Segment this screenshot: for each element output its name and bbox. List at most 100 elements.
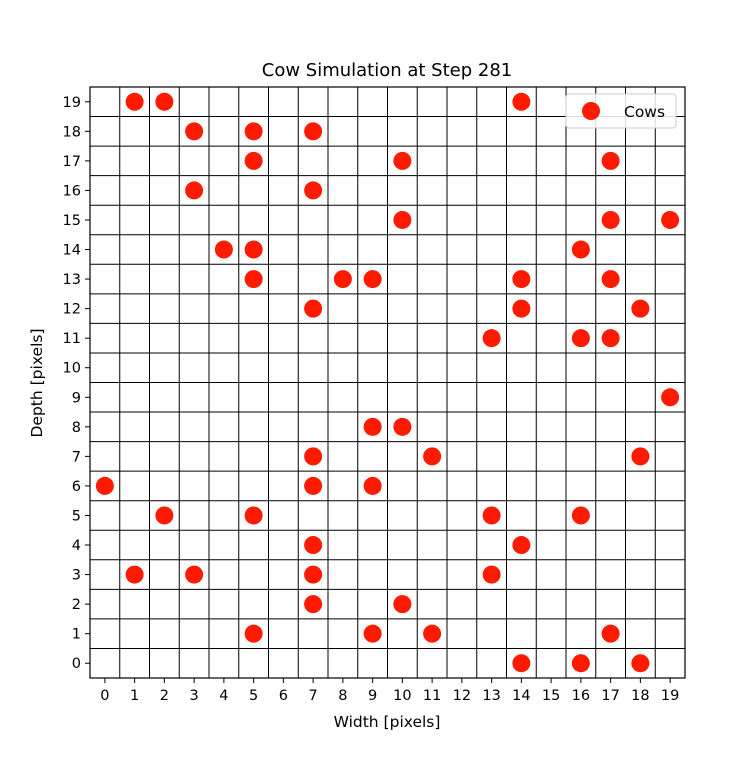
cow-point [482,506,501,525]
cow-point [482,329,501,348]
x-tick-label: 17 [601,688,619,704]
y-tick-label: 15 [63,213,81,229]
cow-point [155,92,174,111]
plot-frame [89,86,686,679]
y-tick-label: 16 [63,183,81,199]
x-tick-label: 6 [279,688,288,704]
cow-point [601,329,620,348]
cow-point [601,270,620,289]
x-tick-label: 5 [249,688,258,704]
y-tick-label: 5 [72,508,81,524]
x-tick-label: 9 [368,688,377,704]
cow-point [512,92,531,111]
cow-point [571,506,590,525]
y-tick-label: 3 [72,568,81,584]
cow-point [214,240,233,259]
legend-label-cows: Cows [624,103,665,121]
cow-point [631,654,650,673]
y-tick-label: 10 [63,361,81,377]
cow-point [185,565,204,584]
cow-point [304,181,323,200]
cow-point [631,447,650,466]
cow-point [304,595,323,614]
cow-point [631,299,650,318]
x-tick-label: 11 [423,688,441,704]
cow-point [244,122,263,141]
y-tick-label: 1 [72,627,81,643]
y-tick-label: 18 [63,124,81,140]
cow-point [185,181,204,200]
cow-point [333,270,352,289]
x-tick-label: 0 [100,688,109,704]
cow-point [601,210,620,229]
cow-point [95,476,114,495]
y-tick-label: 9 [72,390,81,406]
cow-point [661,210,680,229]
legend: Cows [565,93,677,129]
cow-point [601,624,620,643]
cow-point [244,270,263,289]
cow-point [512,654,531,673]
cow-point [601,151,620,170]
y-tick-label: 2 [72,597,81,613]
y-tick-label: 11 [63,331,81,347]
x-tick-label: 7 [309,688,318,704]
cow-point [512,299,531,318]
x-tick-label: 15 [542,688,560,704]
cow-point [363,624,382,643]
cow-point [304,536,323,555]
y-tick-label: 4 [72,538,81,554]
cow-point [304,476,323,495]
cow-point [155,506,174,525]
cow-point [185,122,204,141]
chart-title: Cow Simulation at Step 281 [262,60,513,81]
x-tick-label: 2 [160,688,169,704]
x-tick-label: 18 [631,688,649,704]
x-tick-label: 10 [393,688,411,704]
cow-point [363,417,382,436]
cow-point [363,476,382,495]
cow-point [571,654,590,673]
legend-marker [582,102,600,120]
cow-point [661,388,680,407]
data-points [95,92,680,673]
x-tick-label: 12 [453,688,471,704]
y-tick-label: 17 [63,154,81,170]
cow-point [423,624,442,643]
cow-point [393,151,412,170]
x-tick-label: 14 [512,688,530,704]
cow-point [423,447,442,466]
x-tick-label: 19 [661,688,679,704]
cow-point [304,447,323,466]
y-tick-label: 13 [63,272,81,288]
cow-point [512,270,531,289]
cow-point [244,151,263,170]
x-tick-label: 3 [190,688,199,704]
cow-point [571,329,590,348]
cow-point [393,595,412,614]
y-tick-label: 8 [72,420,81,436]
y-tick-label: 7 [72,449,81,465]
cow-point [304,299,323,318]
y-axis-label: Depth [pixels] [28,329,46,438]
y-tick-label: 14 [63,243,81,259]
cow-point [482,565,501,584]
cow-point [244,240,263,259]
cow-point [304,565,323,584]
cow-point [304,122,323,141]
cow-point [363,270,382,289]
y-tick-label: 6 [72,479,81,495]
cow-point [512,536,531,555]
x-tick-label: 16 [572,688,590,704]
cow-point [393,417,412,436]
y-tick-label: 0 [72,656,81,672]
y-tick-label: 12 [63,302,81,318]
cow-point [571,240,590,259]
x-tick-label: 1 [130,688,139,704]
x-axis-label: Width [pixels] [334,713,441,731]
cow-point [125,92,144,111]
cow-point [244,506,263,525]
y-tick-label: 19 [63,95,81,111]
